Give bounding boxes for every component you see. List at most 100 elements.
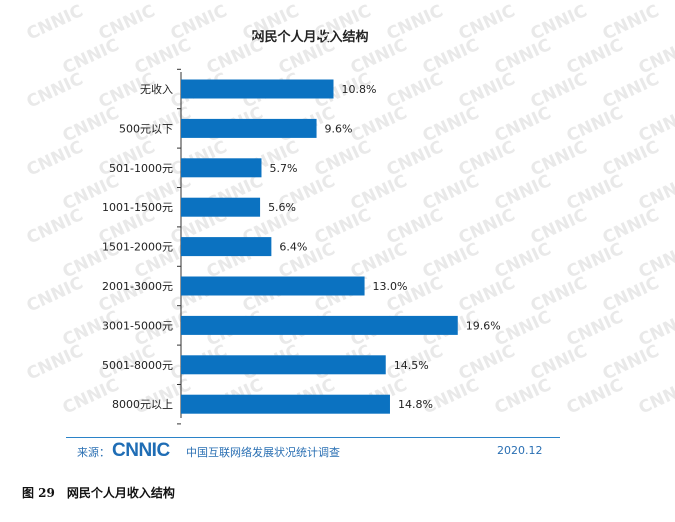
watermark-text-8: CNNIC — [600, 1, 663, 44]
bar-3 — [181, 197, 261, 217]
watermark-text-44: CNNIC — [600, 137, 663, 180]
category-label-3: 1001-1500元 — [102, 201, 173, 214]
watermark-text-16: CNNIC — [564, 35, 627, 78]
bar-7 — [181, 355, 386, 375]
watermark-text-60: CNNIC — [456, 205, 519, 248]
watermark-text-2: CNNIC — [168, 1, 231, 44]
watermark-text-25: CNNIC — [528, 69, 591, 112]
value-label-0: 10.8% — [341, 83, 376, 96]
watermark-text-36: CNNIC — [24, 137, 87, 180]
watermark-text-61: CNNIC — [528, 205, 591, 248]
watermark-text-62: CNNIC — [600, 205, 663, 248]
watermark-text-35: CNNIC — [636, 103, 675, 146]
watermark-text-3: CNNIC — [240, 1, 303, 44]
watermark-text-105: CNNIC — [492, 375, 555, 418]
watermark-text-7: CNNIC — [528, 1, 591, 44]
value-label-4: 6.4% — [279, 241, 307, 254]
watermark-text-5: CNNIC — [384, 1, 447, 44]
watermark-text-9: CNNIC — [60, 35, 123, 78]
bar-6 — [181, 315, 458, 335]
watermark-text-0: CNNIC — [24, 1, 87, 44]
watermark-text-78: CNNIC — [456, 273, 519, 316]
watermark-text-18: CNNIC — [24, 69, 87, 112]
watermark-text-49: CNNIC — [348, 171, 411, 214]
figure-number: 图 29 — [22, 486, 55, 500]
value-label-1: 9.6% — [325, 122, 353, 135]
watermark-text-10: CNNIC — [132, 35, 195, 78]
watermark-text-79: CNNIC — [528, 273, 591, 316]
watermark-text-80: CNNIC — [600, 273, 663, 316]
watermark-text-88: CNNIC — [564, 307, 627, 350]
watermark-text-98: CNNIC — [600, 341, 663, 384]
watermark-text-13: CNNIC — [348, 35, 411, 78]
watermark-text-32: CNNIC — [420, 103, 483, 146]
bar-chart: CNNIC CNNIC CNNIC CNNIC CNNIC CNNIC CNNIC CNNIC… — [24, 1, 675, 425]
watermark-text-89: CNNIC — [636, 307, 675, 350]
value-label-2: 5.7% — [269, 162, 297, 175]
watermark-text-67: CNNIC — [348, 239, 411, 282]
watermark-text-69: CNNIC — [492, 239, 555, 282]
value-label-3: 5.6% — [268, 201, 296, 214]
watermark-text-24: CNNIC — [456, 69, 519, 112]
watermark-text-14: CNNIC — [420, 35, 483, 78]
watermark-text-15: CNNIC — [492, 35, 555, 78]
source-label: 来源： — [77, 446, 110, 459]
bar-1 — [181, 118, 317, 138]
watermark-text-42: CNNIC — [456, 137, 519, 180]
category-label-1: 500元以下 — [119, 122, 173, 135]
watermark-text-68: CNNIC — [420, 239, 483, 282]
chart-title: 网民个人月收入结构 — [251, 30, 369, 45]
watermark-text-54: CNNIC — [24, 205, 87, 248]
watermark-text-1: CNNIC — [96, 1, 159, 44]
watermark-text-70: CNNIC — [564, 239, 627, 282]
bar-2 — [181, 158, 262, 178]
watermark-text-33: CNNIC — [492, 103, 555, 146]
watermark-text-31: CNNIC — [348, 103, 411, 146]
category-label-5: 2001-3000元 — [102, 280, 173, 293]
watermark-text-97: CNNIC — [528, 341, 591, 384]
watermark-text-12: CNNIC — [276, 35, 339, 78]
watermark-text-59: CNNIC — [384, 205, 447, 248]
category-label-4: 1501-2000元 — [102, 241, 173, 254]
watermark-text-27: CNNIC — [60, 103, 123, 146]
watermark-text-17: CNNIC — [636, 35, 675, 78]
watermark-text-6: CNNIC — [456, 1, 519, 44]
watermark-text-99: CNNIC — [60, 375, 123, 418]
bars: 无收入 10.8% 500元以下 9.6% 501-1000元 5.7% 1001-1500… — [102, 68, 501, 425]
watermark-text-4: CNNIC — [312, 1, 375, 44]
watermark-text-104: CNNIC — [420, 375, 483, 418]
watermark-text-52: CNNIC — [564, 171, 627, 214]
value-label-6: 19.6% — [466, 319, 501, 332]
watermark-text-50: CNNIC — [420, 171, 483, 214]
value-label-5: 13.0% — [373, 280, 408, 293]
value-label-8: 14.8% — [398, 398, 433, 411]
watermark-text-72: CNNIC — [24, 273, 87, 316]
watermark-text-34: CNNIC — [564, 103, 627, 146]
category-label-8: 8000元以上 — [112, 398, 173, 411]
figure-caption-text: 网民个人月收入结构 — [66, 486, 175, 500]
category-label-6: 3001-5000元 — [102, 319, 173, 332]
watermark-text-106: CNNIC — [564, 375, 627, 418]
category-label-2: 501-1000元 — [109, 162, 173, 175]
watermark-text-90: CNNIC — [24, 341, 87, 384]
watermark-text-96: CNNIC — [456, 341, 519, 384]
watermark-text-43: CNNIC — [528, 137, 591, 180]
watermark-text-11: CNNIC — [204, 35, 267, 78]
watermark-text-26: CNNIC — [600, 69, 663, 112]
bar-5 — [181, 276, 365, 296]
watermark-text-40: CNNIC — [312, 137, 375, 180]
footer-divider — [66, 437, 560, 438]
bar-0 — [181, 79, 334, 99]
watermark-text-87: CNNIC — [492, 307, 555, 350]
value-label-7: 14.5% — [394, 359, 429, 372]
watermark-text-41: CNNIC — [384, 137, 447, 180]
org-name: 中国互联网络发展状况统计调查 — [186, 446, 340, 459]
bar-4 — [181, 237, 272, 257]
figure-caption: 图 29 网民个人月收入结构 — [22, 484, 175, 501]
watermark-text-23: CNNIC — [384, 69, 447, 112]
watermark-text-51: CNNIC — [492, 171, 555, 214]
watermark-text-71: CNNIC — [636, 239, 675, 282]
category-label-0: 无收入 — [140, 82, 173, 96]
category-label-7: 5001-8000元 — [102, 359, 173, 372]
watermark-text-107: CNNIC — [636, 375, 675, 418]
